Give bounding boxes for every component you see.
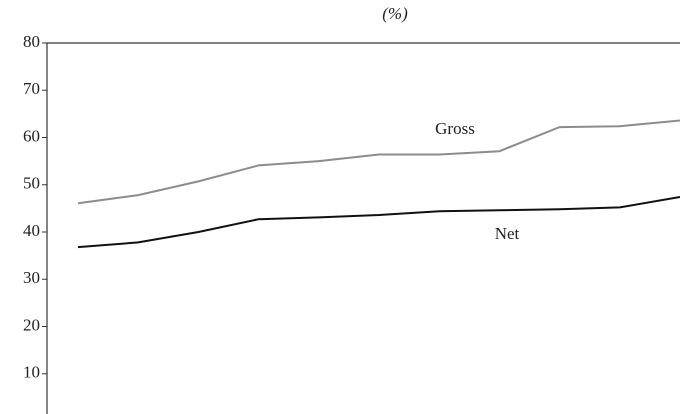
y-tick-label: 50 — [23, 174, 40, 193]
y-tick-label: 10 — [23, 363, 40, 382]
y-tick-label: 70 — [23, 79, 40, 98]
y-tick-label: 30 — [23, 268, 40, 287]
y-tick-label: 20 — [23, 315, 40, 334]
y-tick-label: 40 — [23, 221, 40, 240]
series-label: Gross — [435, 119, 475, 138]
chart-title: (%) — [382, 4, 408, 23]
series-line — [77, 196, 680, 249]
series-label: Net — [495, 224, 520, 243]
y-tick-label: 80 — [23, 32, 40, 51]
series-line — [77, 119, 680, 205]
y-tick-label: 60 — [23, 126, 40, 145]
